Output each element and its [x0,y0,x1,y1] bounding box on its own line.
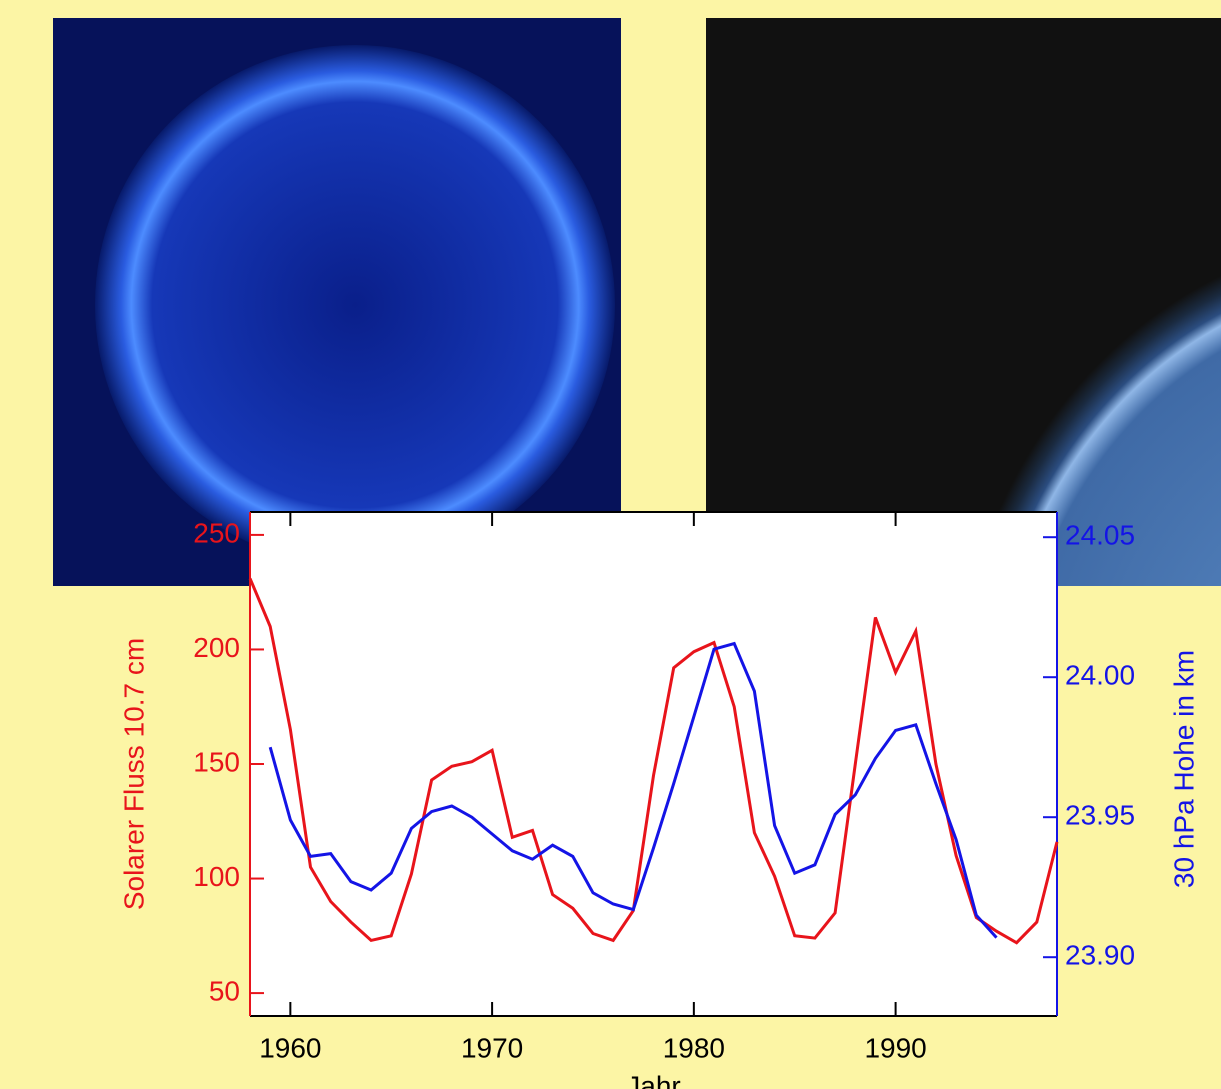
y-tick-label: 50 [209,975,240,1006]
y-tick-label: 150 [193,746,240,777]
y-tick-label: 100 [193,861,240,892]
data-line [248,577,1059,945]
y2-tick-label: 24.05 [1065,520,1135,551]
x-tick-label: 1980 [663,1032,725,1063]
y2-tick-label: 24.00 [1065,660,1135,691]
x-tick-label: 1960 [259,1032,321,1063]
y-tick-label: 250 [193,517,240,548]
y2-tick-label: 23.90 [1065,940,1135,971]
y2-tick-label: 23.95 [1065,800,1135,831]
y-axis-label: Solarer Fluss 10.7 cm [118,638,149,910]
earth-image [706,18,1221,586]
data-line [268,641,998,939]
x-tick-label: 1970 [461,1032,523,1063]
sun-disk [95,45,615,565]
plot: 1960 1970 1980 1990 50 100 150 200 250 23.90 23.95… [118,511,1199,1089]
x-axis-label: Jahr [626,1070,680,1089]
y-tick-label: 200 [193,632,240,663]
x-tick-label: 1990 [864,1032,926,1063]
y2-axis-label: 30 hPa Hohe in km [1168,650,1199,888]
plot-area [250,512,1057,1016]
